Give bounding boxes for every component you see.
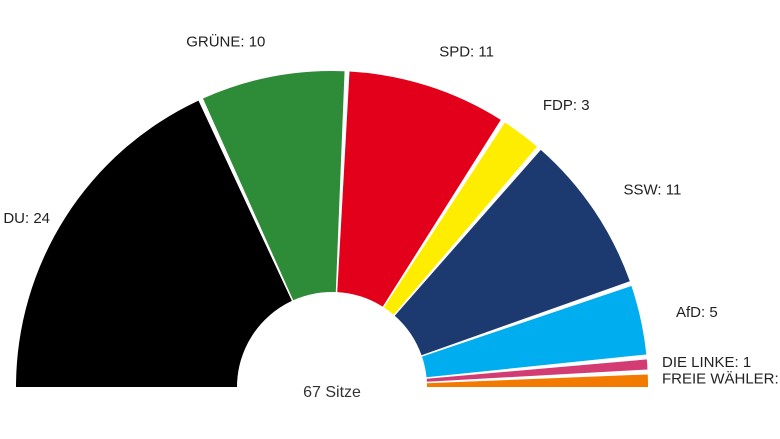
segment-ssw	[394, 149, 630, 356]
label-gruene: GRÜNE: 10	[186, 32, 265, 50]
segments-group	[16, 70, 648, 388]
segment-freie-waehler	[426, 374, 648, 387]
segment-fdp	[383, 122, 538, 315]
segment-spd	[337, 71, 501, 307]
segment-afd	[422, 285, 647, 378]
label-spd: SPD: 11	[439, 44, 494, 61]
labels-group: DU: 24 GRÜNE: 10 SPD: 11 FDP: 3 SSW: 11 AfD: …	[3, 32, 778, 387]
label-afd: AfD: 5	[676, 304, 718, 321]
label-ssw: SSW: 11	[624, 182, 682, 199]
segment-gruene	[202, 70, 345, 301]
label-cdu: DU: 24	[3, 210, 50, 227]
segment-die-linke	[426, 359, 648, 382]
label-freie-waehler: FREIE WÄHLER:	[662, 371, 779, 388]
label-die-linke: DIE LINKE: 1	[662, 354, 751, 371]
label-fdp: FDP: 3	[543, 97, 590, 114]
segment-cdu	[16, 100, 292, 388]
total-seats-label: 67 Sitze	[303, 384, 361, 401]
